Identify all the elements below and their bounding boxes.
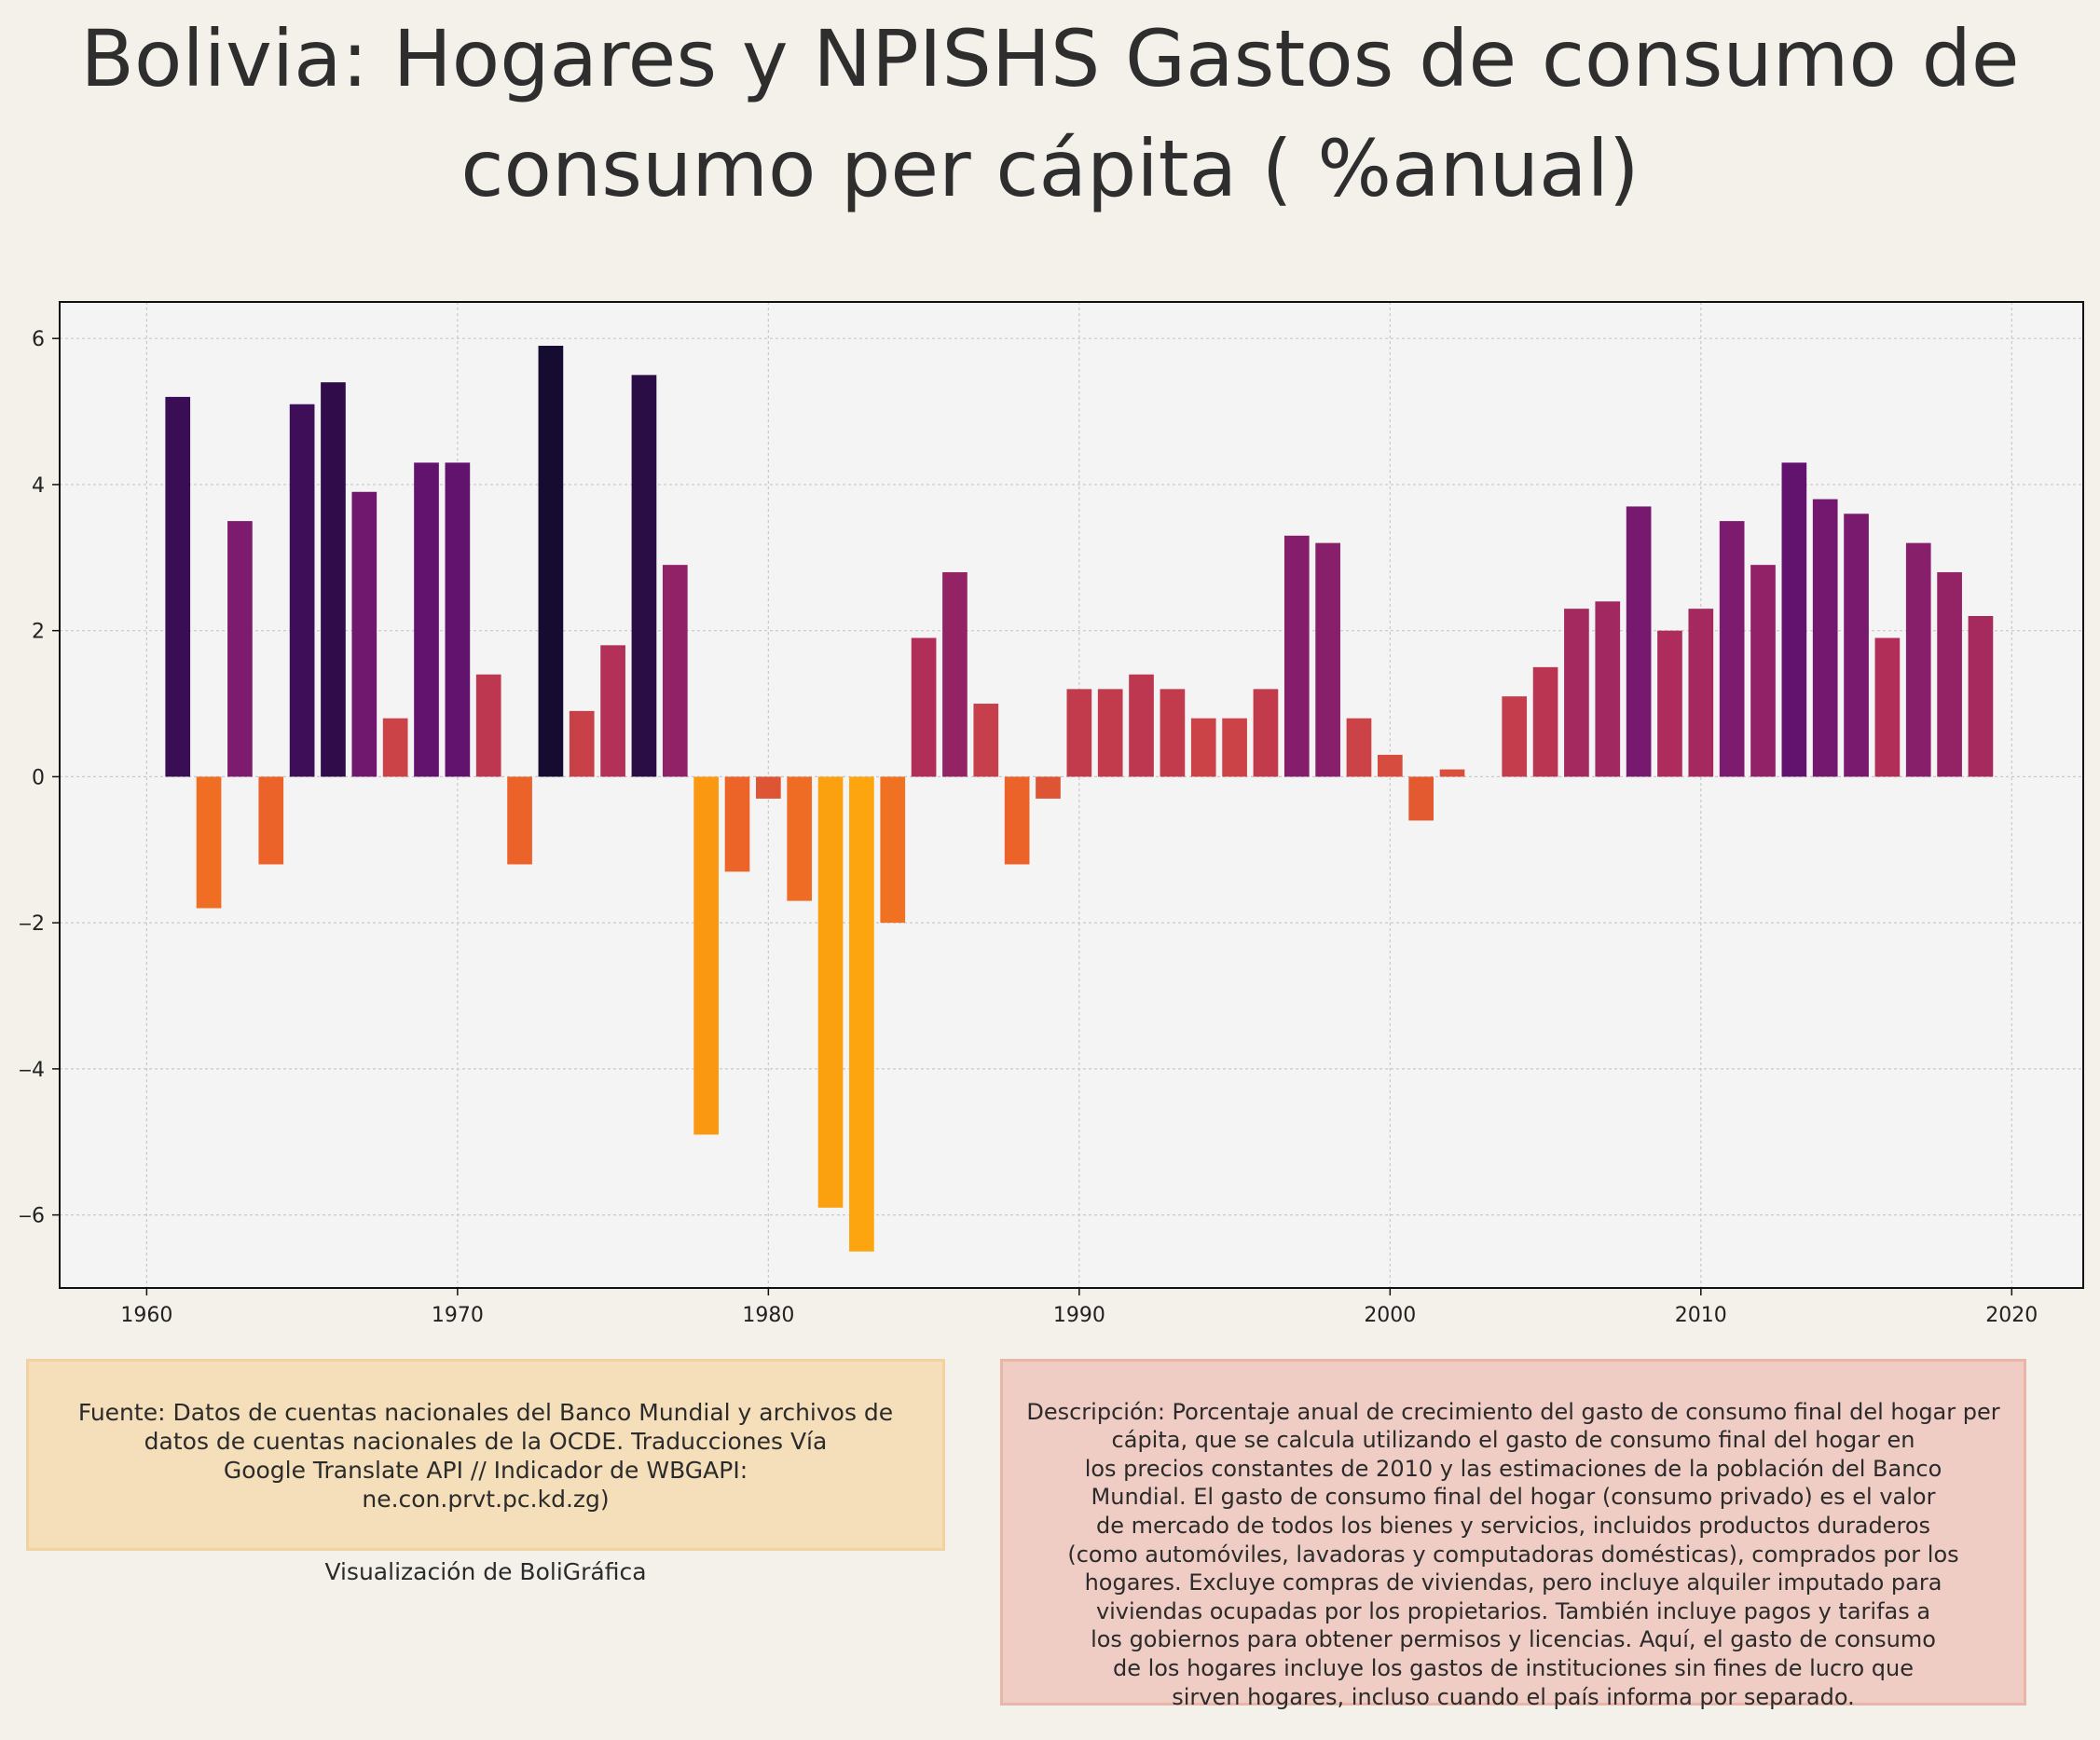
x-tick-label: 1990	[1053, 1304, 1105, 1327]
bar	[1595, 601, 1621, 777]
bar	[662, 565, 688, 777]
y-tick-label: ‒6	[19, 1205, 45, 1228]
y-tick-label: ‒4	[19, 1059, 45, 1082]
description-text: Descripción: Porcentaje anual de crecimi…	[1026, 1398, 2000, 1710]
bar	[1129, 674, 1154, 777]
bar	[1719, 521, 1745, 777]
bar	[1283, 535, 1310, 777]
bar	[973, 704, 999, 777]
bar	[1750, 565, 1776, 777]
bar	[1097, 689, 1123, 777]
bar	[414, 462, 439, 777]
bar	[849, 776, 874, 1252]
bar	[258, 776, 284, 865]
y-tick-label: 0	[32, 766, 45, 789]
chart-title: Bolivia: Hogares y NPISHS Gastos de cons…	[80, 13, 2020, 214]
x-tick-label: 1960	[120, 1304, 172, 1327]
x-tick-label: 2010	[1675, 1304, 1727, 1327]
bar	[1346, 718, 1372, 777]
bar	[1408, 776, 1434, 821]
x-tick-label: 1980	[742, 1304, 794, 1327]
y-tick-label: 2	[32, 621, 45, 644]
bar	[289, 404, 315, 777]
bar	[942, 571, 968, 777]
bar	[911, 637, 937, 777]
bar	[1502, 696, 1528, 777]
x-axis: 1960 1970 1980 1990 2000 2010 2020	[120, 1288, 2038, 1327]
bar	[351, 491, 377, 777]
bar	[1688, 609, 1714, 777]
bar	[1036, 776, 1061, 799]
bar	[445, 462, 471, 777]
source-credit: Visualización de BoliGráfica	[324, 1558, 647, 1585]
bar-chart: 1960 1970 1980 1990 2000 2010 2020 ‒6 ‒4 ‒2 0 2 4 6	[19, 301, 2084, 1327]
bar	[1968, 615, 1994, 777]
bar	[1222, 718, 1247, 777]
bar	[1532, 666, 1558, 777]
bar	[475, 674, 501, 777]
bar	[1160, 689, 1186, 777]
y-axis: ‒6 ‒4 ‒2 0 2 4 6	[19, 328, 60, 1228]
bar	[1004, 776, 1030, 865]
bar	[1905, 542, 1931, 777]
bar	[1190, 718, 1216, 777]
bar	[1253, 689, 1279, 777]
bar	[1377, 754, 1403, 777]
bar	[165, 396, 191, 777]
bar	[1781, 462, 1807, 777]
x-tick-label: 2000	[1364, 1304, 1416, 1327]
bar	[1812, 499, 1838, 777]
bar	[1439, 769, 1465, 777]
bar	[227, 521, 253, 777]
bar	[880, 776, 906, 924]
bar	[817, 776, 844, 1208]
bar	[1315, 542, 1340, 777]
bar	[569, 710, 595, 777]
bar	[196, 776, 222, 909]
bar	[1874, 637, 1901, 777]
source-note: Fuente: Datos de cuentas nacionales del …	[26, 1359, 945, 1585]
x-tick-label: 1970	[432, 1304, 484, 1327]
bar	[756, 776, 781, 799]
y-tick-label: ‒2	[19, 912, 45, 936]
bar	[1844, 514, 1869, 777]
bar	[693, 776, 719, 1135]
bar	[1626, 506, 1652, 777]
bar	[507, 776, 532, 865]
bar	[1657, 630, 1682, 777]
bar	[1564, 609, 1589, 777]
source-text: Fuente: Datos de cuentas nacionales del …	[77, 1399, 894, 1513]
bar	[382, 718, 408, 777]
bar	[1937, 571, 1962, 777]
bar	[1066, 689, 1092, 777]
bar	[631, 375, 657, 777]
x-tick-label: 2020	[1985, 1304, 2038, 1327]
plot-area	[60, 302, 2083, 1288]
y-tick-label: 6	[32, 328, 45, 351]
bar	[321, 382, 346, 777]
description-note: Descripción: Porcentaje anual de crecimi…	[1000, 1359, 2026, 1710]
plot-frame	[59, 301, 2084, 1289]
bar	[724, 776, 750, 872]
bar-series	[165, 346, 1994, 1252]
bar	[787, 776, 813, 901]
y-tick-label: 4	[32, 474, 45, 498]
bar	[600, 645, 625, 777]
bar	[538, 346, 564, 777]
